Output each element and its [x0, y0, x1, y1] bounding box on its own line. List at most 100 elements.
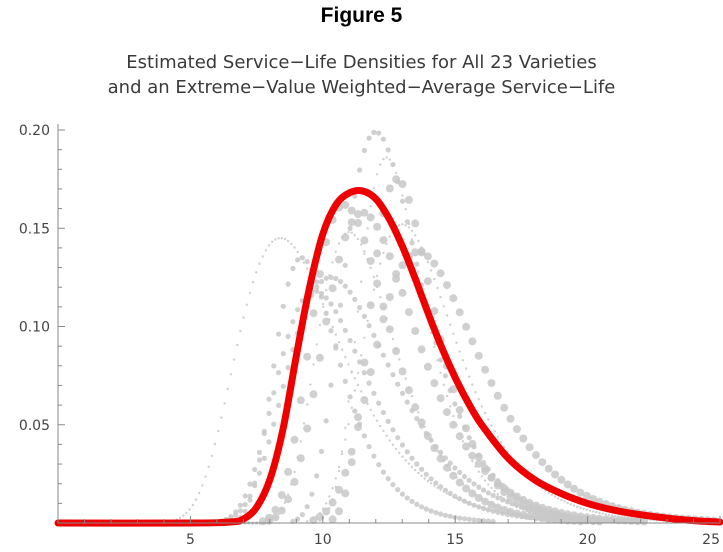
variety-point: [506, 509, 509, 512]
variety-point: [461, 516, 468, 522]
variety-point: [476, 484, 482, 490]
variety-point: [318, 448, 325, 454]
variety-point: [352, 408, 358, 414]
variety-point: [280, 508, 283, 511]
variety-point: [366, 227, 369, 230]
variety-point: [419, 504, 425, 510]
variety-point: [380, 352, 386, 358]
variety-point: [271, 363, 277, 369]
variety-point: [429, 438, 433, 441]
variety-point: [360, 390, 363, 393]
variety-point: [242, 508, 248, 514]
variety-point: [609, 517, 615, 523]
variety-point: [261, 430, 267, 437]
y-tick-label: 0.20: [19, 123, 50, 139]
variety-point: [379, 302, 388, 311]
variety-point: [274, 238, 277, 241]
variety-point: [290, 242, 293, 246]
variety-point: [315, 353, 324, 362]
variety-point: [323, 418, 329, 424]
variety-point: [380, 469, 386, 475]
variety-point: [404, 459, 407, 462]
variety-point: [335, 485, 343, 494]
variety-point: [337, 318, 344, 324]
variety-point: [404, 495, 410, 501]
variety-point: [371, 390, 377, 396]
variety-point: [342, 378, 348, 384]
variety-point: [514, 513, 520, 519]
variety-point: [495, 495, 501, 501]
variety-point: [550, 493, 554, 496]
variety-point: [271, 421, 277, 427]
variety-point: [392, 175, 401, 184]
variety-point: [185, 511, 188, 515]
variety-point: [477, 495, 480, 498]
variety-point: [449, 468, 452, 472]
variety-point: [436, 449, 439, 453]
variety-point: [366, 213, 375, 222]
variety-point: [623, 516, 627, 519]
variety-point: [247, 493, 253, 499]
variety-point: [223, 402, 226, 405]
variety-point: [296, 454, 305, 463]
variety-point: [404, 195, 413, 204]
variety-point: [369, 408, 372, 411]
variety-point: [462, 484, 471, 493]
variety-point: [417, 471, 420, 475]
variety-point: [388, 235, 391, 238]
variety-point: [314, 279, 320, 285]
variety-point: [490, 508, 496, 514]
variety-point: [528, 515, 534, 521]
variety-point: [474, 453, 483, 461]
variety-point: [503, 445, 506, 449]
variety-point: [306, 403, 309, 406]
variety-point: [423, 430, 429, 436]
variety-point: [483, 479, 487, 482]
variety-point: [366, 257, 369, 261]
variety-point: [290, 319, 296, 325]
variety-point: [519, 495, 528, 504]
variety-point: [471, 481, 477, 487]
variety-point: [442, 305, 445, 308]
variety-point: [570, 484, 579, 493]
variety-point: [337, 362, 344, 368]
variety-point: [417, 418, 426, 427]
variety-point: [323, 295, 329, 301]
variety-point: [547, 491, 550, 494]
variety-point: [360, 243, 363, 246]
variety-point: [194, 498, 198, 501]
variety-point: [318, 290, 325, 297]
variety-point: [582, 507, 585, 510]
x-tick-label: 10: [314, 532, 332, 548]
variety-point: [322, 317, 331, 326]
variety-point: [455, 432, 464, 441]
variety-point: [614, 517, 620, 524]
variety-point: [357, 359, 363, 365]
variety-point: [379, 315, 388, 324]
variety-point: [525, 443, 534, 452]
variety-point: [356, 237, 360, 241]
variety-point: [347, 206, 356, 215]
variety-point: [373, 222, 382, 231]
variety-point: [499, 440, 503, 444]
variety-point: [382, 157, 385, 161]
variety-point: [350, 231, 353, 234]
variety-point: [563, 480, 572, 489]
y-tick-label: 0.10: [19, 320, 50, 336]
variety-point: [360, 236, 369, 245]
variety-point: [449, 385, 458, 394]
variety-point: [347, 458, 356, 467]
variety-point: [447, 490, 453, 496]
variety-point: [242, 493, 248, 499]
variety-point: [414, 501, 420, 507]
variety-point: [247, 497, 253, 503]
variety-point: [361, 370, 367, 376]
variety-point: [337, 242, 341, 245]
variety-point: [361, 313, 367, 319]
variety-point: [506, 493, 515, 502]
variety-point: [399, 442, 406, 448]
variety-point: [532, 501, 540, 510]
variety-point: [333, 309, 339, 315]
variety-point: [242, 501, 248, 508]
variety-point: [314, 288, 320, 294]
